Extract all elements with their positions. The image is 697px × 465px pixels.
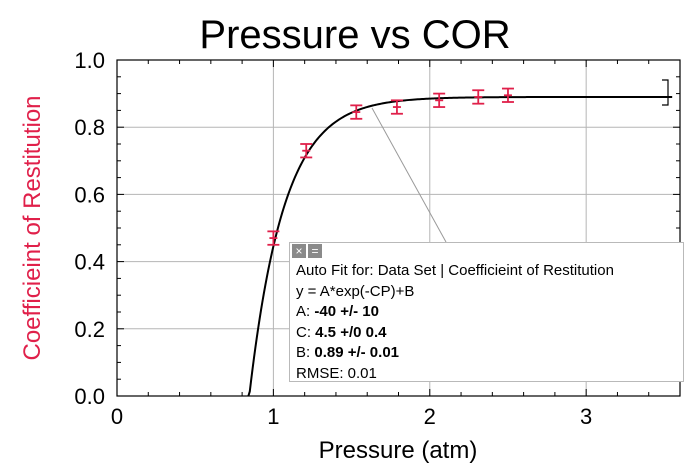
data-point[interactable] [433, 92, 446, 108]
fit-range-bracket[interactable] [662, 79, 669, 106]
x-tick-labels: 0 1 2 3 [111, 404, 592, 429]
fit-curve-group [247, 95, 673, 397]
param-c-value: 4.5 +/0 0.4 [315, 323, 387, 341]
x-tick-label: 3 [580, 404, 592, 429]
y-tick-label: 0.2 [74, 317, 105, 342]
fit-header: Auto Fit for: Data Set | Coefficieint of… [296, 262, 614, 279]
param-c-label: C: [296, 323, 311, 341]
x-tick-label: 1 [267, 404, 279, 429]
param-a-value: -40 +/- 10 [314, 303, 379, 320]
fit-callout-leader [371, 107, 447, 243]
param-a-label: A: [296, 303, 311, 320]
y-tick-label: 0.0 [74, 384, 105, 409]
x-tick-label: 0 [111, 404, 123, 429]
options-icon[interactable]: = [308, 244, 322, 258]
y-tick-label: 1.0 [74, 48, 105, 73]
fit-param-b: B: 0.89 +/- 0.01 [296, 343, 614, 364]
y-axis-label: Coefficieint of Restitution [19, 95, 46, 360]
fit-box-controls: × = [292, 244, 324, 259]
y-tick-labels: 0.0 0.2 0.4 0.6 0.8 1.0 [74, 48, 105, 409]
data-points [267, 87, 514, 246]
data-point[interactable] [472, 89, 485, 105]
fit-curve[interactable] [247, 95, 673, 397]
auto-fit-box[interactable]: × = Auto Fit for: Data Set | Coefficiein… [289, 242, 684, 382]
param-b-value: 0.89 +/- 0.01 [314, 344, 400, 361]
y-tick-label: 0.6 [74, 182, 105, 207]
data-point[interactable] [390, 99, 403, 115]
fit-param-c: C: 4.5 +/0 0.4 [296, 323, 614, 344]
x-tick-label: 2 [424, 404, 436, 429]
fit-equation: y = A*exp(-CP)+B [296, 282, 415, 300]
x-axis-label: Pressure (atm) [319, 437, 478, 464]
fit-text: Auto Fit for: Data Set | Coefficieint of… [296, 261, 614, 384]
chart-title: Pressure vs COR [199, 13, 510, 57]
fit-rmse: RMSE: 0.01 [296, 364, 377, 382]
close-icon[interactable]: × [292, 244, 306, 258]
fit-param-a: A: -40 +/- 10 [296, 302, 614, 323]
y-tick-label: 0.8 [74, 115, 105, 140]
y-tick-label: 0.4 [74, 250, 105, 275]
param-b-label: B: [296, 344, 311, 361]
data-point[interactable] [350, 104, 363, 120]
data-point[interactable] [267, 230, 280, 246]
data-point[interactable] [501, 87, 514, 103]
data-point[interactable] [300, 143, 313, 159]
